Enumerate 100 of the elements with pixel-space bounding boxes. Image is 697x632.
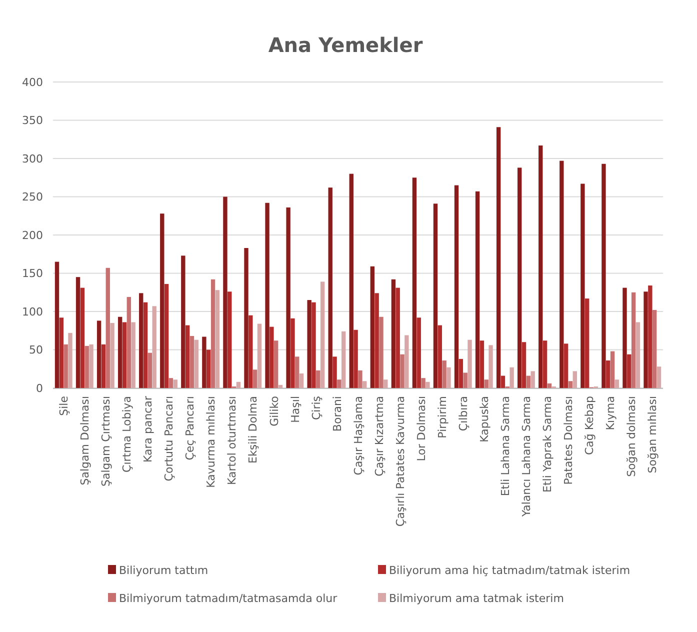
bar	[206, 350, 211, 388]
bar	[622, 288, 627, 388]
bar	[362, 381, 367, 388]
bar	[580, 184, 585, 388]
legend-label: Biliyorum ama hiç tatmadım/tatmak isterim	[389, 564, 630, 577]
bar	[194, 340, 198, 388]
x-tick-label: Şalgam Dolması	[78, 396, 92, 486]
bar	[648, 285, 652, 388]
y-tick-label: 250	[22, 190, 43, 204]
bar	[59, 318, 64, 388]
x-tick-label: Çaşır Kızartma	[372, 396, 386, 476]
bar	[526, 376, 531, 388]
bar	[404, 335, 409, 388]
bar	[328, 188, 332, 388]
x-tick-label: Kara pancar	[142, 396, 155, 463]
bar	[139, 293, 144, 388]
bar	[278, 384, 283, 388]
bar	[475, 191, 480, 388]
bar	[173, 380, 178, 388]
bar	[614, 380, 620, 388]
chart-title: Ana Yemekler	[268, 33, 423, 57]
bar	[210, 279, 216, 388]
bar	[354, 330, 358, 388]
bar	[656, 366, 662, 388]
bar	[426, 382, 430, 388]
bar	[522, 342, 526, 388]
x-tick-label: Çaşırlı Patates Kavurma	[394, 396, 407, 527]
bar	[606, 360, 610, 388]
bar	[265, 202, 270, 388]
bar	[80, 288, 85, 388]
x-tick-label: Çeç Pancarı	[184, 396, 197, 460]
x-tick-label: Soğan dolması	[625, 396, 638, 477]
x-tick-label: Çılbıra	[456, 396, 470, 432]
x-tick-label: Kıyma	[604, 396, 618, 430]
bar	[530, 371, 535, 388]
bar	[101, 344, 106, 388]
bar	[299, 373, 304, 388]
bar	[316, 370, 320, 388]
bar	[379, 316, 384, 388]
bar	[337, 380, 342, 388]
bar	[510, 367, 514, 388]
x-tick-label: Kapuska	[478, 396, 492, 442]
x-tick-label: Çaşır Haşlama	[352, 396, 365, 476]
y-tick-label: 300	[22, 152, 43, 166]
legend-label: Biliyorum tattım	[119, 564, 208, 577]
bar	[68, 332, 72, 388]
bar	[148, 352, 152, 388]
bar	[160, 214, 164, 388]
x-tick-label: Soğan mıhlası	[646, 396, 660, 474]
bar	[202, 336, 206, 388]
y-tick-label: 350	[22, 114, 43, 128]
bar	[602, 164, 606, 388]
bar	[89, 344, 94, 388]
x-tick-label: Borani	[330, 396, 344, 432]
bar	[106, 268, 110, 388]
bar	[564, 344, 568, 388]
bar	[349, 174, 354, 388]
bar	[400, 354, 404, 388]
bar	[358, 370, 362, 388]
bar	[286, 207, 290, 388]
bar	[131, 322, 136, 388]
y-tick-label: 0	[36, 382, 43, 395]
x-tick-label: Lor Dolması	[414, 396, 428, 462]
bar	[518, 168, 522, 388]
bar	[438, 325, 442, 388]
bar	[610, 351, 615, 388]
x-tick-label: Çırtma Lobiya	[120, 396, 134, 472]
legend-label: Bilmiyorum ama tatmak isterim	[389, 592, 564, 605]
bar	[252, 370, 258, 388]
y-tick-label: 200	[22, 228, 43, 242]
bar	[126, 296, 132, 388]
bar	[76, 277, 80, 388]
bar	[396, 288, 400, 388]
bar	[274, 340, 278, 388]
bar	[412, 178, 417, 388]
bar	[454, 185, 459, 388]
bar	[223, 196, 228, 388]
bar	[54, 262, 60, 388]
x-tick-label: Yalancı Lahana Sarma	[520, 396, 534, 518]
y-tick-label: 400	[22, 76, 43, 89]
bar	[547, 383, 552, 388]
bar	[584, 298, 590, 388]
bar	[341, 331, 346, 388]
bar	[391, 279, 396, 388]
bar	[636, 322, 640, 388]
bar	[244, 248, 248, 388]
bar	[458, 358, 464, 388]
bar	[370, 266, 375, 388]
x-tick-label: Ekşili Dolma	[246, 396, 260, 464]
bar	[568, 381, 573, 388]
bar	[152, 306, 156, 388]
bar	[228, 292, 232, 388]
bar	[480, 340, 484, 388]
bar	[433, 204, 438, 388]
bar	[421, 378, 426, 388]
bar	[122, 322, 127, 388]
bar	[320, 282, 325, 388]
bar	[496, 127, 501, 388]
x-tick-label: Cağ Kebap	[583, 396, 596, 456]
bar	[652, 310, 657, 388]
